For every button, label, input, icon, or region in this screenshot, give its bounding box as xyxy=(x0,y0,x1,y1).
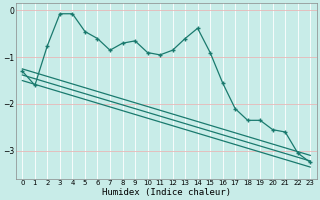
X-axis label: Humidex (Indice chaleur): Humidex (Indice chaleur) xyxy=(102,188,231,197)
